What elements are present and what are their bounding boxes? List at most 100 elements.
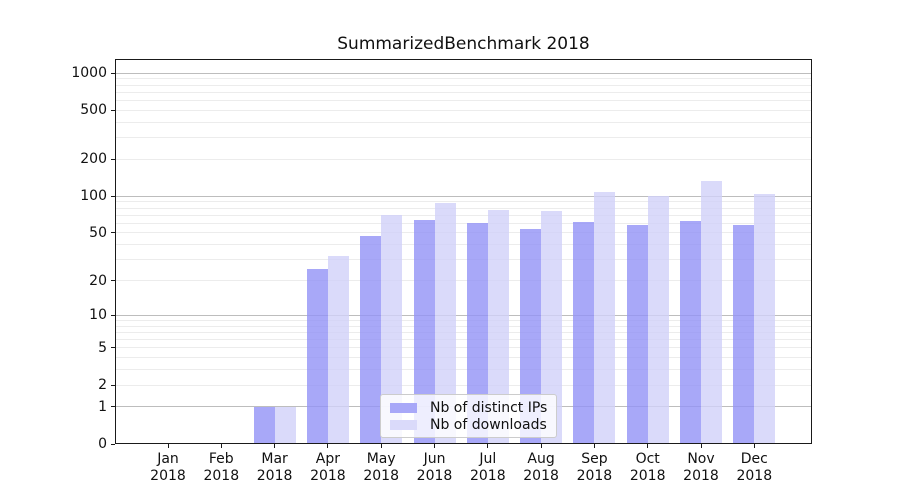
x-tick-mark <box>753 444 755 448</box>
x-tick-label: Jul 2018 <box>469 451 506 484</box>
gridline-minor <box>115 78 812 80</box>
gridline-major <box>115 314 812 316</box>
y-tick-label: 200 <box>80 151 107 168</box>
legend: Nb of distinct IPs Nb of downloads <box>380 394 558 438</box>
bar-downloads <box>327 256 349 444</box>
gridline-minor <box>115 369 812 371</box>
x-tick-label: Oct 2018 <box>629 451 666 484</box>
x-tick-label: Jun 2018 <box>416 451 453 484</box>
bar-distinct-ips <box>680 220 701 444</box>
gridline-minor <box>115 384 812 386</box>
bar-downloads <box>701 180 722 444</box>
bar-downloads <box>381 215 403 444</box>
legend-row-distinct-ips: Nb of distinct IPs <box>390 399 547 416</box>
y-tick-label: 10 <box>89 307 107 324</box>
bar-distinct-ips <box>253 406 275 444</box>
y-tick-mark <box>111 280 115 282</box>
x-tick-label: Jan 2018 <box>150 451 186 484</box>
gridline-minor <box>115 319 812 321</box>
gridline-major <box>115 72 812 74</box>
x-tick-label: Mar 2018 <box>256 451 293 484</box>
gridline-minor <box>115 109 812 111</box>
y-tick-label: 5 <box>98 339 107 356</box>
gridline-minor <box>115 91 812 93</box>
bar-downloads <box>274 406 296 444</box>
bar-distinct-ips <box>573 222 595 444</box>
gridline-minor <box>115 280 812 282</box>
x-tick-mark <box>647 444 649 448</box>
x-tick-mark <box>274 444 276 448</box>
y-tick-label: 1000 <box>71 65 107 82</box>
y-tick-label: 0 <box>98 436 107 452</box>
x-tick-mark <box>327 444 329 448</box>
x-tick-mark <box>434 444 435 448</box>
legend-label-downloads: Nb of downloads <box>430 416 547 433</box>
y-tick-label: 50 <box>89 224 107 241</box>
gridline-minor <box>115 158 812 160</box>
bar-distinct-ips <box>360 236 382 444</box>
y-tick-mark <box>111 232 115 234</box>
legend-row-downloads: Nb of downloads <box>390 416 547 433</box>
x-tick-mark <box>700 444 702 448</box>
bar-distinct-ips <box>306 269 328 444</box>
x-tick-label: Dec 2018 <box>736 451 773 484</box>
chart-title: SummarizedBenchmark 2018 <box>337 34 590 54</box>
bar-downloads <box>754 193 776 444</box>
gridline-minor <box>115 137 812 139</box>
x-tick-label: Sep 2018 <box>576 451 613 484</box>
x-tick-mark <box>487 444 489 448</box>
bar-downloads <box>541 210 563 444</box>
gridline-minor <box>115 201 812 203</box>
gridline-minor <box>115 222 812 224</box>
gridline-minor <box>115 347 812 349</box>
y-tick-mark <box>111 109 115 111</box>
bar-downloads <box>594 192 616 444</box>
gridline-minor <box>115 207 812 209</box>
gridline-minor <box>115 121 812 123</box>
gridline-minor <box>115 325 812 327</box>
y-tick-label: 2 <box>98 377 107 394</box>
y-tick-mark <box>111 347 115 349</box>
y-tick-label: 500 <box>80 102 107 119</box>
y-tick-label: 100 <box>80 188 107 205</box>
bar-distinct-ips <box>466 223 488 444</box>
bar-downloads <box>487 210 509 444</box>
legend-swatch-downloads <box>390 419 417 430</box>
legend-swatch-distinct-ips <box>390 402 417 413</box>
y-tick-mark <box>111 314 115 316</box>
gridline-major <box>115 195 812 197</box>
gridline-minor <box>115 214 812 216</box>
legend-label-distinct-ips: Nb of distinct IPs <box>430 399 548 416</box>
y-tick-mark <box>111 158 115 160</box>
y-tick-mark <box>111 443 115 445</box>
x-tick-label: Apr 2018 <box>310 451 346 484</box>
x-tick-label: May 2018 <box>363 451 399 484</box>
x-tick-mark <box>593 444 595 448</box>
y-tick-mark <box>111 384 115 386</box>
bar-distinct-ips <box>413 219 435 444</box>
gridline-minor <box>115 232 812 234</box>
x-tick-label: Nov 2018 <box>683 451 719 484</box>
gridline-minor <box>115 259 812 261</box>
bar-distinct-ips <box>520 228 542 444</box>
gridline-minor <box>115 84 812 86</box>
x-tick-mark <box>220 444 222 448</box>
y-tick-mark <box>111 72 115 74</box>
bar-distinct-ips <box>626 225 648 444</box>
gridline-minor <box>115 339 812 341</box>
bar-downloads <box>434 203 456 444</box>
y-tick-label: 1 <box>98 398 107 415</box>
x-tick-mark <box>167 444 169 448</box>
bar-downloads <box>647 195 669 444</box>
x-tick-label: Feb 2018 <box>203 451 240 484</box>
y-tick-mark <box>111 195 115 197</box>
gridline-minor <box>115 331 812 333</box>
x-tick-mark <box>380 444 382 448</box>
gridline-minor <box>115 357 812 359</box>
gridline-minor <box>115 99 812 101</box>
x-tick-label: Aug 2018 <box>523 451 559 484</box>
y-tick-label: 20 <box>89 272 107 289</box>
